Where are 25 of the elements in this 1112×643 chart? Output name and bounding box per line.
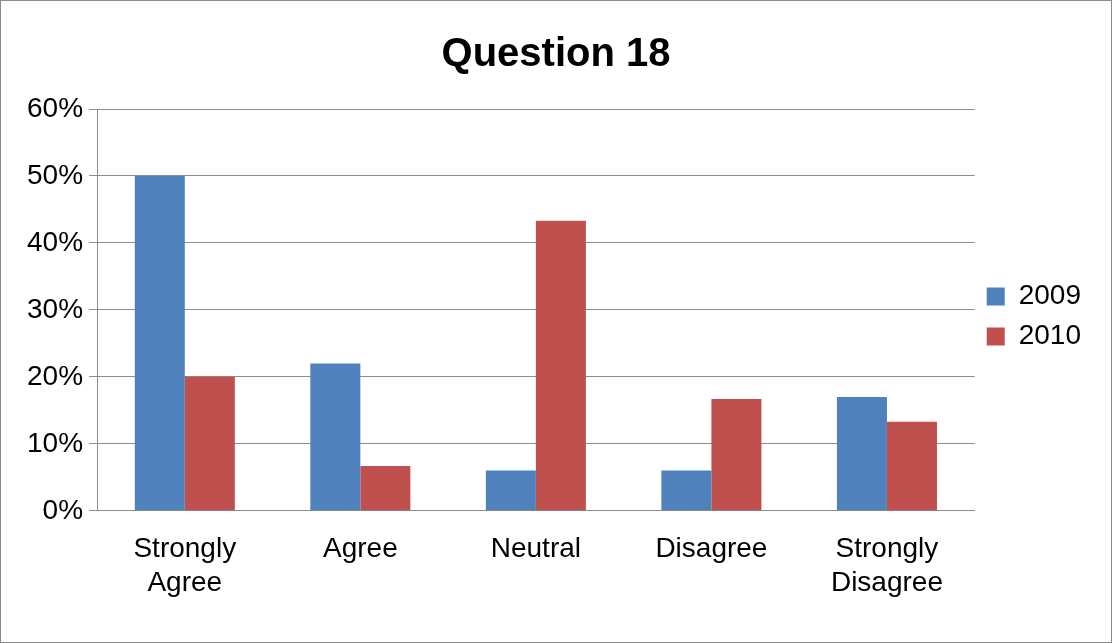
- bar: [184, 376, 235, 511]
- bar: [836, 396, 887, 511]
- y-tick-label: 40%: [26, 225, 84, 257]
- y-tick-label: 30%: [26, 292, 84, 324]
- x-tick-label: Strongly Disagree: [830, 532, 943, 597]
- x-tick-label: Disagree: [655, 532, 768, 564]
- bar: [134, 175, 185, 511]
- bar: [310, 363, 361, 511]
- y-tick-label: 0%: [42, 493, 84, 525]
- x-tick-label: Strongly Agree: [133, 532, 237, 597]
- bar: [661, 470, 712, 511]
- y-tick-label: 20%: [26, 359, 84, 391]
- bar: [360, 465, 411, 511]
- x-tick-label: Agree: [322, 532, 398, 564]
- legend-label: 2009: [1018, 279, 1082, 311]
- bar: [886, 421, 937, 511]
- legend-label: 2010: [1018, 319, 1082, 351]
- y-tick-label: 50%: [26, 158, 84, 190]
- y-tick-label: 60%: [26, 91, 84, 123]
- bar: [711, 398, 762, 511]
- x-tick-label: Neutral: [490, 532, 582, 564]
- chart-title: Question 18: [441, 30, 671, 75]
- bar: [485, 470, 536, 511]
- y-tick-label: 10%: [26, 426, 84, 458]
- bar: [535, 220, 586, 511]
